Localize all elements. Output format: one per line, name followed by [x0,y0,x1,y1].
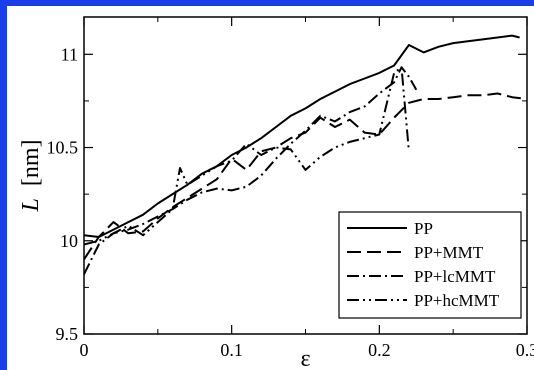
y-tick-label: 9.5 [56,324,79,344]
series-line-0 [83,34,520,238]
axis-tick-labels: 0 0.1 0.2 0.3 9.5 10 10.5 11 [47,44,534,360]
legend-label-3: PP+hcMMT [414,291,500,310]
series-line-3 [83,66,410,246]
legend-label-0: PP [414,219,433,238]
y-tick-label: 11 [61,44,78,64]
frame-border-left [0,0,7,370]
legend: PP PP+MMT PP+lcMMT PP+hcMMT [338,211,522,319]
series-line-1 [83,92,528,260]
y-axis-label-unit: [nm] [18,139,44,186]
y-axis-label: L [nm] [18,139,44,212]
y-tick-label: 10 [60,231,78,251]
frame-border-top [0,0,534,6]
legend-label-2: PP+lcMMT [414,267,496,286]
axis-ticks [83,17,528,335]
x-tick-label: 0.2 [368,340,391,360]
y-axis-label-symbol: L [18,198,44,212]
y-tick-label: 10.5 [47,138,79,158]
legend-label-1: PP+MMT [414,243,484,262]
x-tick-label: 0.1 [220,340,243,360]
x-tick-label: 0 [80,340,89,360]
series-lines [83,34,528,275]
series-line-2 [83,66,418,275]
x-tick-label: 0.3 [516,340,534,360]
x-axis-label: ε [300,346,310,370]
